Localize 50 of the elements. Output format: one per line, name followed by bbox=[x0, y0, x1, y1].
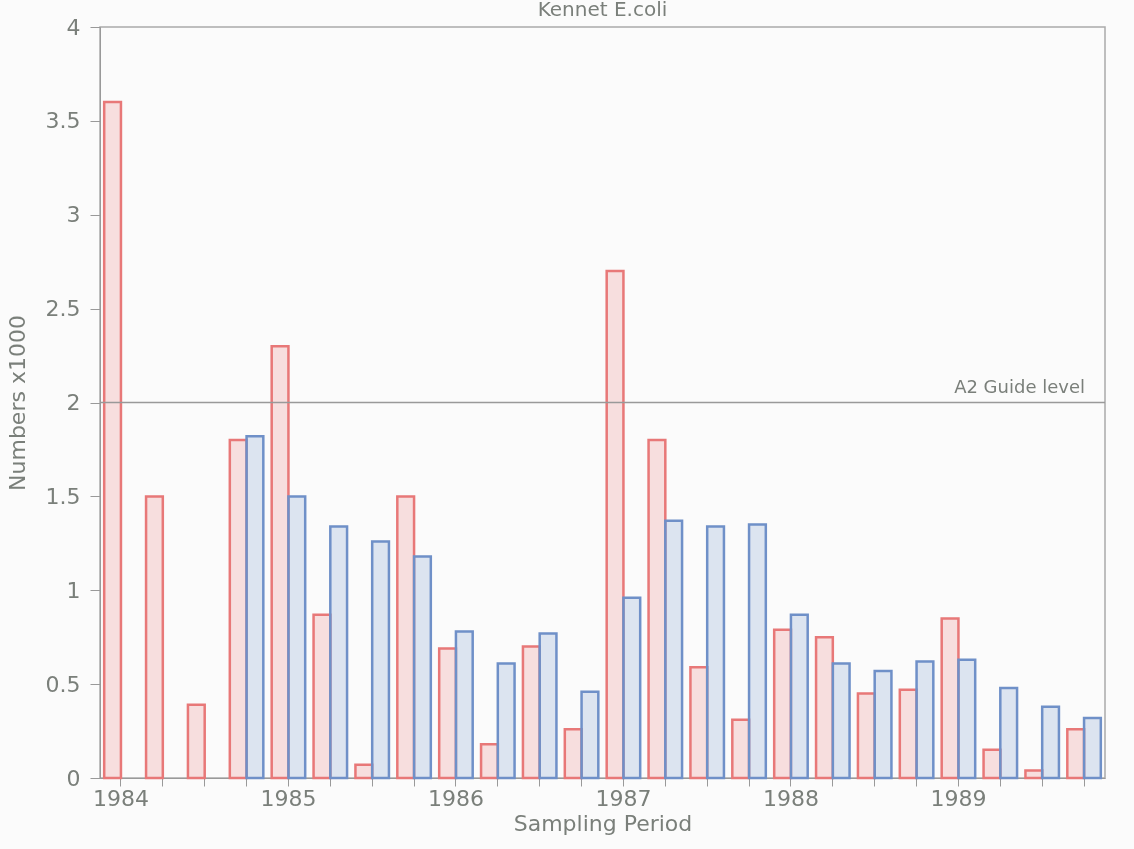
x-axis-title: Sampling Period bbox=[513, 810, 693, 836]
bar bbox=[329, 525, 349, 780]
bar bbox=[1024, 769, 1044, 780]
x-tick-label: 1985 bbox=[260, 785, 317, 811]
y-tick-label: 0 bbox=[66, 765, 81, 791]
x-tick-label: 1989 bbox=[930, 785, 987, 811]
bar bbox=[622, 596, 642, 780]
bar bbox=[873, 669, 893, 780]
bar bbox=[747, 523, 768, 780]
bar bbox=[412, 555, 433, 780]
bar bbox=[1082, 716, 1103, 780]
bar bbox=[647, 438, 667, 780]
y-tick-label: 1 bbox=[66, 577, 81, 603]
bar bbox=[538, 632, 558, 780]
bar bbox=[245, 435, 265, 780]
y-axis-title: Numbers x1000 bbox=[4, 315, 30, 491]
y-tick-label: 4 bbox=[66, 14, 81, 40]
y-tick-label: 0.5 bbox=[45, 671, 81, 697]
bar bbox=[396, 495, 416, 780]
y-tick-label: 2.5 bbox=[45, 296, 81, 322]
bar bbox=[664, 519, 684, 780]
bar bbox=[144, 495, 165, 780]
x-tick-label: 1986 bbox=[427, 785, 484, 811]
bar bbox=[102, 100, 123, 780]
bar bbox=[287, 495, 307, 780]
bar bbox=[831, 662, 851, 780]
bar bbox=[454, 630, 474, 780]
x-tick-label: 1987 bbox=[595, 785, 652, 811]
bar bbox=[1040, 705, 1061, 780]
bar bbox=[370, 540, 391, 780]
bar bbox=[270, 344, 290, 780]
y-tick-label: 1.5 bbox=[45, 483, 81, 509]
y-tick-label: 3 bbox=[66, 202, 81, 228]
ref-line-label: A2 Guide level bbox=[954, 375, 1085, 397]
bar bbox=[814, 635, 835, 780]
bar bbox=[186, 703, 206, 780]
bar bbox=[789, 613, 809, 780]
bar bbox=[915, 660, 935, 780]
bar bbox=[580, 690, 600, 780]
y-tick-label: 3.5 bbox=[45, 108, 81, 134]
bar bbox=[496, 662, 516, 780]
bar bbox=[705, 525, 726, 780]
y-tick-label: 2 bbox=[66, 390, 81, 415]
x-tick-label: 1988 bbox=[762, 785, 819, 811]
chart-title: Kennet E.coli bbox=[537, 0, 668, 21]
bar bbox=[605, 269, 625, 780]
x-tick-label: 1984 bbox=[92, 785, 149, 811]
bar bbox=[957, 658, 977, 780]
bar bbox=[999, 686, 1019, 780]
bar bbox=[940, 617, 960, 780]
